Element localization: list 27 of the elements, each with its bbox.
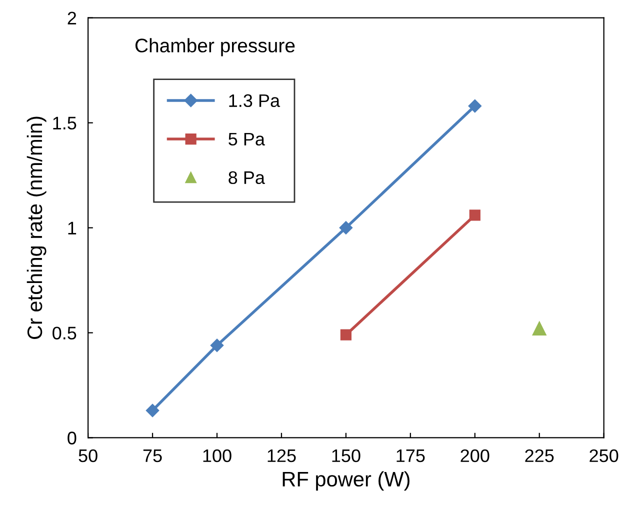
point: [469, 210, 480, 221]
y-tick-label: 0.5: [52, 326, 76, 340]
point: [532, 322, 546, 336]
point: [339, 221, 353, 234]
point: [340, 329, 352, 340]
y-tick-label: 1: [68, 222, 76, 234]
y-tick-label: 0: [68, 432, 76, 444]
x-axis-title: RF power (W): [282, 471, 410, 491]
x-tick-label: 250: [590, 449, 618, 462]
x-tick-label: 150: [332, 449, 360, 462]
x-tick-label: 200: [460, 449, 490, 462]
x-tick-label: 50: [78, 449, 98, 462]
x-tick-label: 100: [203, 449, 232, 462]
y-axis-title: Cr etching rate (nm/min): [26, 116, 46, 340]
x-tick-label: 125: [268, 449, 296, 462]
x-tick-label: 75: [143, 450, 162, 462]
legend-label: 1.3 Pa: [229, 94, 280, 108]
y-tick-label: 2: [68, 12, 76, 24]
x-tick-label: 175: [396, 450, 425, 462]
x-tick-label: 225: [525, 449, 554, 462]
legend-title: Chamber pressure: [135, 38, 295, 56]
y-tick-label: 1.5: [53, 116, 76, 130]
point: [468, 99, 482, 113]
legend-label: 8 Pa: [228, 171, 265, 184]
legend-label: 5 Pa: [228, 132, 265, 146]
point: [210, 338, 224, 352]
point: [146, 404, 160, 418]
